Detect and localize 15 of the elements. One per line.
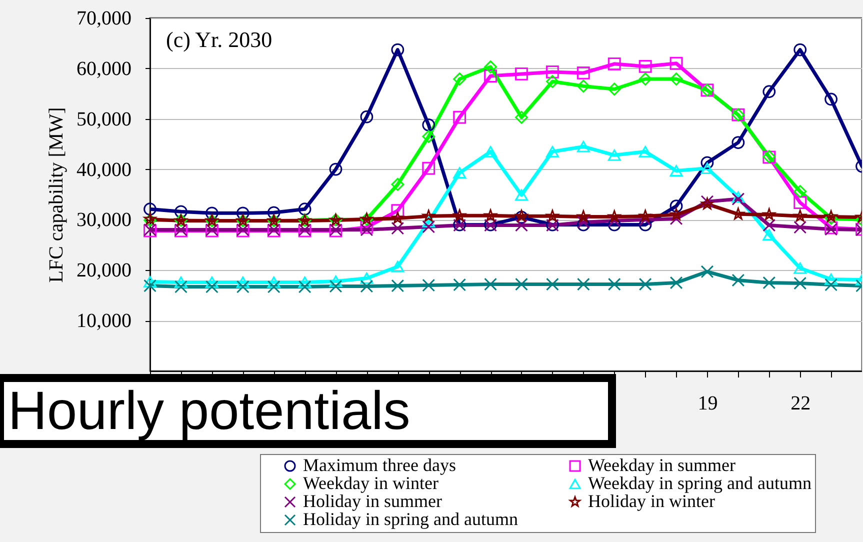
y-tick-label: 30,000 [76,209,132,232]
legend-label: Weekday in winter [303,473,439,493]
y-tick-label: 10,000 [76,310,132,332]
y-tick-label: 70,000 [76,8,132,30]
y-tick-label: 40,000 [76,158,132,181]
y-tick-label: 20,000 [76,260,132,282]
y-axis-title: LFC capability [MW] [46,107,68,283]
legend-label: Weekday in summer [588,455,736,475]
y-tick-label: 50,000 [76,108,132,130]
legend-label: Maximum three days [303,455,456,475]
annotation: (c) Yr. 2030 [166,27,272,52]
text: Hourly potentials [0,374,616,448]
x-tick-label: 19 [698,392,718,414]
x-tick-label: 22 [790,392,811,414]
y-tick-label: 60,000 [76,58,132,80]
